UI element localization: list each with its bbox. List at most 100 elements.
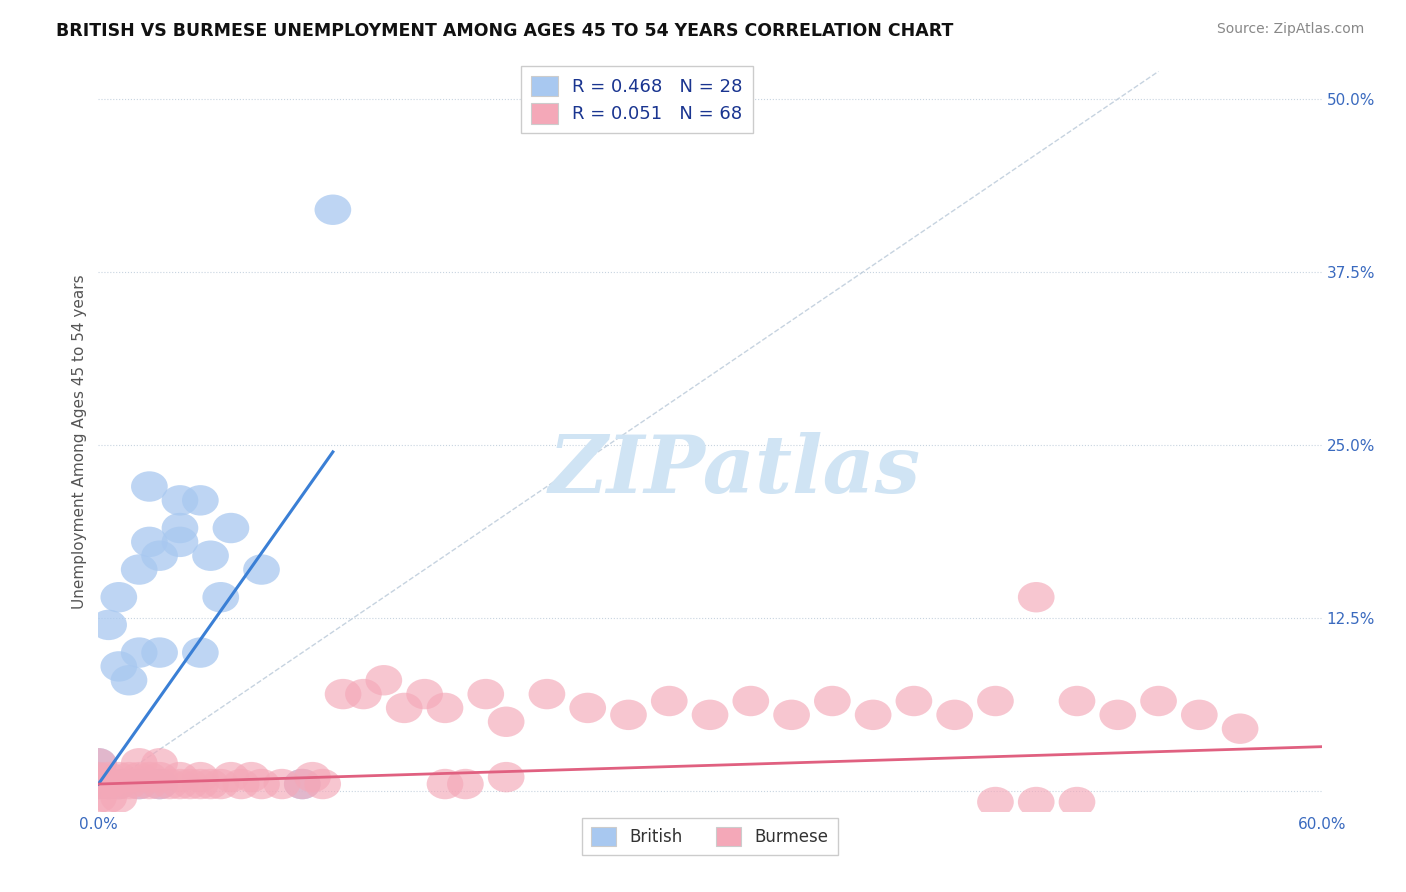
Ellipse shape	[100, 651, 138, 681]
Ellipse shape	[80, 769, 117, 799]
Ellipse shape	[529, 679, 565, 709]
Ellipse shape	[733, 686, 769, 716]
Ellipse shape	[406, 679, 443, 709]
Ellipse shape	[222, 769, 260, 799]
Ellipse shape	[692, 699, 728, 730]
Ellipse shape	[141, 638, 179, 668]
Ellipse shape	[141, 541, 179, 571]
Ellipse shape	[131, 762, 167, 792]
Ellipse shape	[1099, 699, 1136, 730]
Ellipse shape	[100, 782, 138, 814]
Ellipse shape	[111, 665, 148, 696]
Ellipse shape	[100, 769, 138, 799]
Ellipse shape	[651, 686, 688, 716]
Ellipse shape	[855, 699, 891, 730]
Ellipse shape	[90, 769, 127, 799]
Ellipse shape	[977, 787, 1014, 817]
Ellipse shape	[131, 769, 167, 799]
Ellipse shape	[233, 762, 270, 792]
Ellipse shape	[90, 762, 127, 792]
Ellipse shape	[193, 769, 229, 799]
Ellipse shape	[243, 554, 280, 585]
Ellipse shape	[202, 769, 239, 799]
Ellipse shape	[100, 769, 138, 799]
Ellipse shape	[141, 769, 179, 799]
Ellipse shape	[325, 679, 361, 709]
Ellipse shape	[1018, 787, 1054, 817]
Ellipse shape	[488, 706, 524, 737]
Ellipse shape	[263, 769, 301, 799]
Y-axis label: Unemployment Among Ages 45 to 54 years: Unemployment Among Ages 45 to 54 years	[72, 274, 87, 609]
Ellipse shape	[1222, 714, 1258, 744]
Ellipse shape	[936, 699, 973, 730]
Ellipse shape	[467, 679, 505, 709]
Ellipse shape	[162, 485, 198, 516]
Ellipse shape	[90, 769, 127, 799]
Ellipse shape	[100, 582, 138, 613]
Ellipse shape	[426, 769, 464, 799]
Ellipse shape	[121, 748, 157, 779]
Ellipse shape	[202, 582, 239, 613]
Text: Source: ZipAtlas.com: Source: ZipAtlas.com	[1216, 22, 1364, 37]
Ellipse shape	[162, 769, 198, 799]
Ellipse shape	[426, 693, 464, 723]
Ellipse shape	[131, 526, 167, 558]
Ellipse shape	[162, 513, 198, 543]
Ellipse shape	[773, 699, 810, 730]
Ellipse shape	[162, 526, 198, 558]
Ellipse shape	[284, 769, 321, 799]
Ellipse shape	[121, 554, 157, 585]
Ellipse shape	[193, 541, 229, 571]
Ellipse shape	[344, 679, 382, 709]
Ellipse shape	[212, 513, 249, 543]
Ellipse shape	[121, 762, 157, 792]
Ellipse shape	[141, 748, 179, 779]
Ellipse shape	[121, 638, 157, 668]
Ellipse shape	[385, 693, 423, 723]
Ellipse shape	[1059, 686, 1095, 716]
Ellipse shape	[181, 485, 219, 516]
Ellipse shape	[111, 762, 148, 792]
Ellipse shape	[294, 762, 330, 792]
Ellipse shape	[181, 638, 219, 668]
Ellipse shape	[90, 782, 127, 814]
Ellipse shape	[100, 762, 138, 792]
Ellipse shape	[1018, 582, 1054, 613]
Ellipse shape	[488, 762, 524, 792]
Ellipse shape	[610, 699, 647, 730]
Ellipse shape	[80, 748, 117, 779]
Ellipse shape	[1140, 686, 1177, 716]
Ellipse shape	[80, 769, 117, 799]
Ellipse shape	[80, 748, 117, 779]
Ellipse shape	[243, 769, 280, 799]
Ellipse shape	[181, 762, 219, 792]
Ellipse shape	[977, 686, 1014, 716]
Ellipse shape	[315, 194, 352, 225]
Ellipse shape	[181, 769, 219, 799]
Ellipse shape	[447, 769, 484, 799]
Ellipse shape	[366, 665, 402, 696]
Ellipse shape	[90, 609, 127, 640]
Ellipse shape	[80, 762, 117, 792]
Ellipse shape	[304, 769, 342, 799]
Ellipse shape	[162, 762, 198, 792]
Ellipse shape	[172, 769, 208, 799]
Ellipse shape	[896, 686, 932, 716]
Ellipse shape	[1181, 699, 1218, 730]
Ellipse shape	[814, 686, 851, 716]
Ellipse shape	[131, 471, 167, 501]
Ellipse shape	[111, 769, 148, 799]
Ellipse shape	[1059, 787, 1095, 817]
Text: ZIPatlas: ZIPatlas	[548, 433, 921, 510]
Ellipse shape	[212, 762, 249, 792]
Text: BRITISH VS BURMESE UNEMPLOYMENT AMONG AGES 45 TO 54 YEARS CORRELATION CHART: BRITISH VS BURMESE UNEMPLOYMENT AMONG AG…	[56, 22, 953, 40]
Ellipse shape	[284, 769, 321, 799]
Ellipse shape	[152, 769, 188, 799]
Ellipse shape	[80, 762, 117, 792]
Ellipse shape	[141, 762, 179, 792]
Ellipse shape	[121, 769, 157, 799]
Legend: British, Burmese: British, Burmese	[582, 818, 838, 855]
Ellipse shape	[80, 782, 117, 814]
Ellipse shape	[141, 769, 179, 799]
Ellipse shape	[121, 769, 157, 799]
